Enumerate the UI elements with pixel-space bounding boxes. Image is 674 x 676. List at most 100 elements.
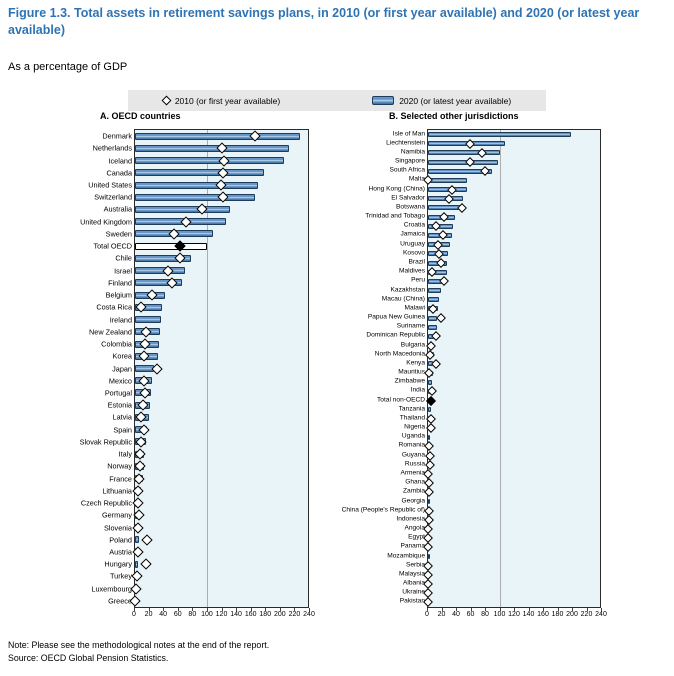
row-label: Belgium xyxy=(105,290,132,300)
bar-2020 xyxy=(135,242,208,250)
bar-2020 xyxy=(428,297,440,303)
diamond-2010 xyxy=(426,267,437,278)
row-label: Switzerland xyxy=(94,192,132,202)
row-label: Guyana xyxy=(401,451,425,459)
figure-subtitle: As a percentage of GDP xyxy=(8,61,128,73)
x-tick-label: 80 xyxy=(481,611,489,618)
x-tick-mark xyxy=(427,608,428,611)
row-label: Hong Kong (China) xyxy=(368,185,425,193)
panel-a-title: A. OECD countries xyxy=(100,111,181,121)
row-label: Macau (China) xyxy=(381,295,425,303)
diamond-2010 xyxy=(465,157,476,168)
row-label: Namibia xyxy=(400,148,425,156)
row-label: Hungary xyxy=(104,559,132,569)
row-label: Panama xyxy=(400,543,425,551)
row-label: Armenia xyxy=(400,469,425,477)
x-tick-mark xyxy=(221,608,223,611)
row-label: Liechtenstein xyxy=(386,139,425,147)
diamond-2010 xyxy=(425,459,436,470)
bar-2020 xyxy=(135,218,226,226)
row-label: Lithuania xyxy=(102,486,132,496)
diamond-2010 xyxy=(430,221,441,232)
bar-2020 xyxy=(135,536,140,544)
diamond-2010 xyxy=(425,340,436,351)
row-label: Estonia xyxy=(107,400,132,410)
row-label: Russia xyxy=(404,460,425,468)
legend-label-2010: 2010 (or first year available) xyxy=(174,95,281,106)
figure-title: Figure 1.3. Total assets in retirement s… xyxy=(8,6,640,37)
row-label: Brazil xyxy=(408,258,426,266)
x-tick-label: 220 xyxy=(580,611,593,618)
panel-b-x-axis: 0 20 40 60 80 100 120 140 160 180 200 220 240 xyxy=(425,608,607,622)
row-label: Israel xyxy=(114,265,132,275)
diamond-2010 xyxy=(479,166,490,177)
bar-2020 xyxy=(428,499,430,504)
diamond-2010 xyxy=(140,534,153,546)
row-label: El Salvador xyxy=(391,194,425,202)
gridline-100 xyxy=(499,130,501,607)
x-tick-mark xyxy=(206,608,208,611)
x-tick-mark xyxy=(470,608,472,611)
row-label: Germany xyxy=(101,510,132,520)
row-label: Portugal xyxy=(104,388,132,398)
x-tick-mark xyxy=(148,608,150,611)
panel-b-title: B. Selected other jurisdictions xyxy=(389,111,519,121)
row-label: Croatia xyxy=(403,222,425,230)
row-label: Uruguay xyxy=(400,240,425,248)
row-label: Ghana xyxy=(405,478,425,486)
row-label: Ireland xyxy=(109,314,132,324)
row-label: China (People's Republic of) xyxy=(341,506,425,514)
diamond-2010 xyxy=(425,450,436,461)
bar-2020 xyxy=(428,434,431,440)
row-label: Costa Rica xyxy=(96,302,132,312)
row-label: Singapore xyxy=(394,157,425,165)
x-tick-mark xyxy=(543,608,544,611)
legend-item-2010: 2010 (or first year available) xyxy=(161,95,281,106)
row-label: Jamaica xyxy=(400,231,425,239)
bar-2020 xyxy=(428,288,441,294)
row-label: Canada xyxy=(106,168,132,178)
x-tick-label: 240 xyxy=(303,611,315,618)
row-label: Korea xyxy=(112,351,132,361)
row-label: France xyxy=(109,473,132,483)
row-label: Serbia xyxy=(405,561,425,569)
x-tick-label: 200 xyxy=(273,611,286,618)
row-label: Chile xyxy=(115,253,132,263)
row-label: Georgia xyxy=(401,497,425,505)
row-label: Poland xyxy=(109,535,132,545)
row-label: Angola xyxy=(404,524,425,532)
row-label: Czech Republic xyxy=(80,498,132,508)
legend-label-2020: 2020 (or latest year available) xyxy=(399,95,512,106)
x-tick-label: 180 xyxy=(551,611,564,618)
row-label: Albania xyxy=(403,579,425,587)
x-tick-label: 20 xyxy=(144,611,153,618)
diamond-2010 xyxy=(132,497,144,509)
row-label: Denmark xyxy=(102,131,132,141)
x-tick-label: 120 xyxy=(508,611,520,618)
panel-a-plot-area: Denmark Netherlands Iceland Canada United St… xyxy=(80,129,309,608)
x-tick-label: 100 xyxy=(201,611,213,618)
row-label: Trinidad and Tobago xyxy=(365,212,425,220)
row-label: Total non-OECD xyxy=(376,396,425,404)
x-tick-label: 220 xyxy=(288,611,301,618)
diamond-2010 xyxy=(431,331,442,342)
row-label: Mexico xyxy=(108,376,132,386)
row-label: Mauritius xyxy=(398,368,425,376)
row-label: Nigeria xyxy=(404,423,425,431)
bar-2020 xyxy=(135,193,256,201)
row-label: Uganda xyxy=(401,433,425,440)
bar-2020 xyxy=(135,169,265,177)
row-label: Botswana xyxy=(396,203,425,211)
x-tick-mark xyxy=(250,608,252,611)
row-label: Isle of Man xyxy=(392,130,425,138)
diamond-2010 xyxy=(134,460,147,473)
diamond-2010 xyxy=(425,423,436,434)
diamond-2010 xyxy=(423,175,434,186)
panel-b-plot-area: Isle of Man Liechtenstein Namibia Singapore… xyxy=(342,129,601,608)
x-tick-mark xyxy=(441,608,443,611)
row-label: Norway xyxy=(107,461,132,471)
x-tick-mark xyxy=(499,608,501,611)
row-label: Malawi xyxy=(404,304,425,312)
row-label: Bulgaria xyxy=(400,341,425,349)
row-label: Papua New Guinea xyxy=(367,313,425,321)
